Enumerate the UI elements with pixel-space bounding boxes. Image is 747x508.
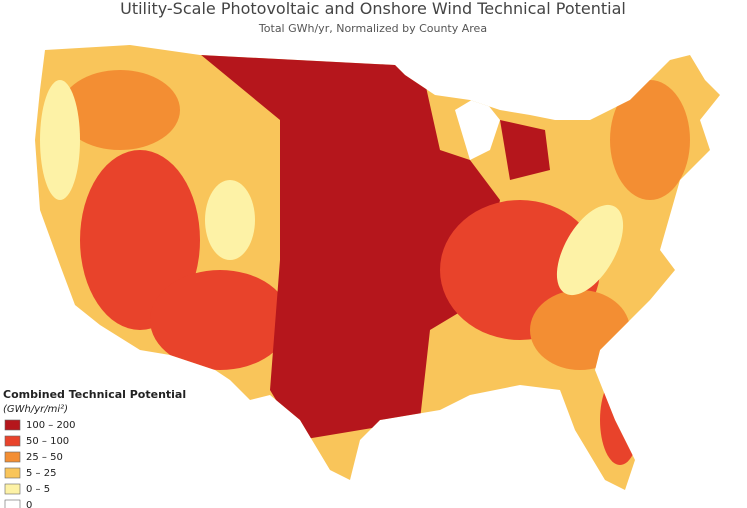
legend-label: 25 – 50 <box>26 452 63 463</box>
legend-label: 50 – 100 <box>26 436 69 447</box>
legend-label: 100 – 200 <box>26 420 76 431</box>
legend-title: Combined Technical Potential <box>3 388 186 401</box>
legend-label: 0 <box>26 500 32 508</box>
legend-label: 0 – 5 <box>26 484 50 495</box>
subtitle: Total GWh/yr, Normalized by County Area <box>258 22 487 35</box>
title: Utility-Scale Photovoltaic and Onshore W… <box>120 0 626 18</box>
legend-swatch <box>4 419 21 431</box>
legend-swatch <box>4 467 21 479</box>
legend-unit: (GWh/yr/mi²) <box>3 404 68 415</box>
legend-swatch <box>4 435 21 447</box>
legend-swatch <box>4 483 21 495</box>
legend-swatch <box>4 499 21 508</box>
legend: 100 – 200 50 – 100 25 – 50 5 – 25 0 – 5 0 <box>4 419 76 508</box>
legend-swatch <box>4 451 21 463</box>
legend-label: 5 – 25 <box>26 468 56 479</box>
